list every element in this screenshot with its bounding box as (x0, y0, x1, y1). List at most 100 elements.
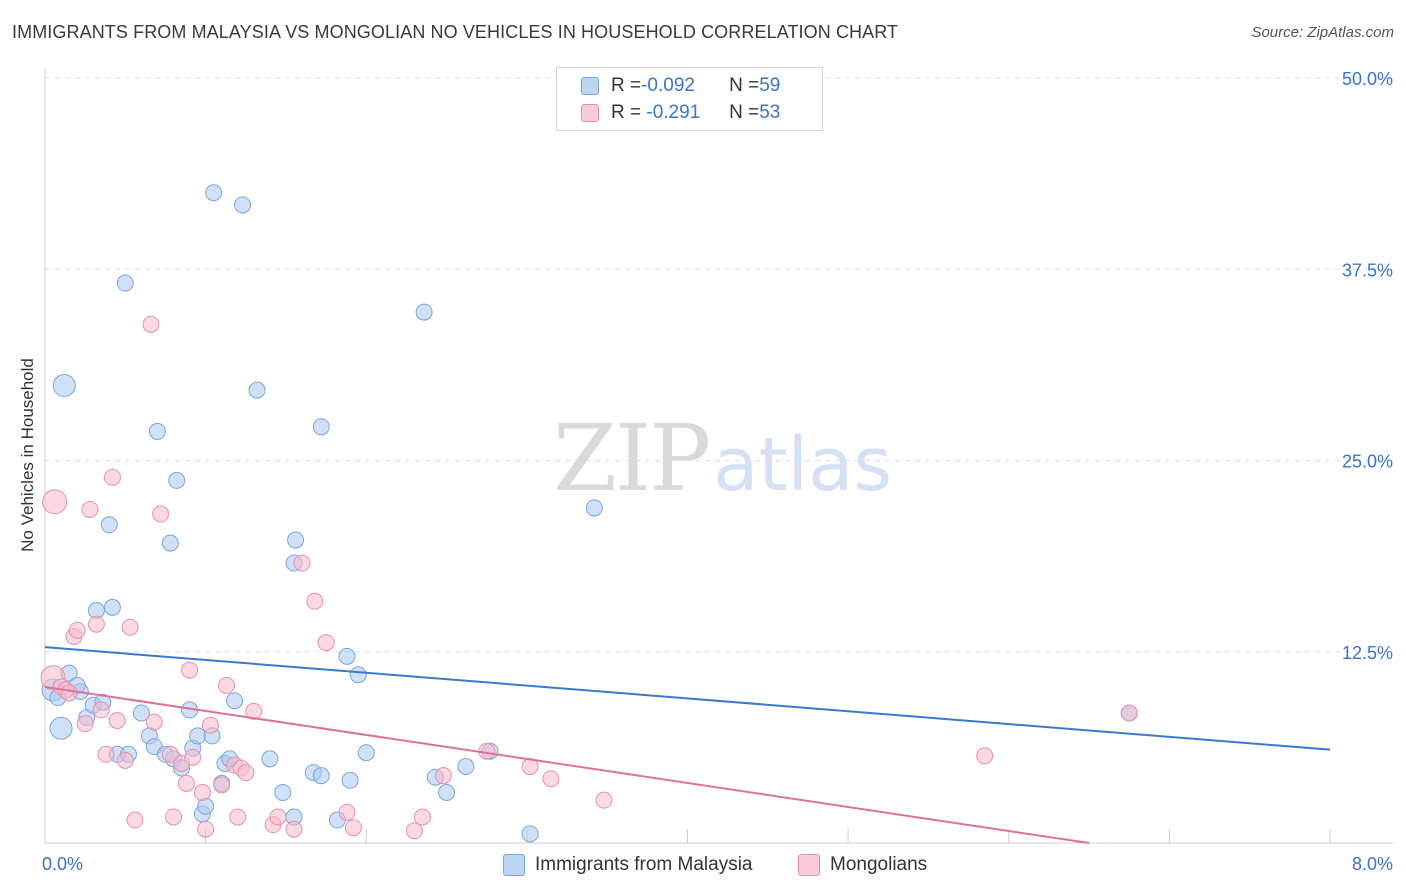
data-point-mongolians (126, 811, 144, 829)
data-point-mongolians (317, 634, 335, 652)
legend-n-value: 53 (759, 102, 781, 123)
data-point-mongolians (121, 618, 139, 636)
data-point-malaysia (197, 797, 215, 815)
data-point-malaysia (148, 422, 166, 440)
correlation-legend: R = -0.092 N = 59 R = -0.291 N = 53 (556, 67, 823, 131)
data-point-mongolians (201, 716, 219, 734)
data-point-mongolians (218, 676, 236, 694)
legend-row-mongolians: R = -0.291 N = 53 (581, 101, 780, 125)
data-point-malaysia (161, 534, 179, 552)
data-point-mongolians (97, 745, 115, 763)
data-point-mongolians (193, 784, 211, 802)
data-point-mongolians (145, 713, 163, 731)
data-point-mongolians (413, 808, 431, 826)
data-point-malaysia (521, 825, 539, 843)
data-point-malaysia (234, 196, 252, 214)
data-point-malaysia (49, 716, 73, 740)
legend-n-label: N = (729, 75, 760, 96)
y-tick-label: 12.5% (1342, 643, 1393, 663)
data-point-malaysia (274, 784, 292, 802)
data-point-mongolians (285, 820, 303, 838)
data-point-mongolians (142, 315, 160, 333)
data-point-mongolians (542, 770, 560, 788)
data-point-mongolians (184, 748, 202, 766)
data-point-mongolians (108, 712, 126, 730)
data-point-malaysia (341, 771, 359, 789)
data-point-mongolians (161, 745, 179, 763)
data-point-malaysia (116, 274, 134, 292)
legend-swatch-blue (581, 77, 599, 95)
legend-n-value: 59 (759, 75, 781, 96)
data-point-malaysia (349, 666, 367, 684)
x-tick-label: 0.0% (42, 854, 83, 874)
data-point-mongolians (197, 820, 215, 838)
data-point-malaysia (168, 471, 186, 489)
data-point-mongolians (76, 715, 94, 733)
data-point-mongolians (293, 554, 311, 572)
tick-labels: 12.5% 25.0% 37.5% 50.0% 0.0% 8.0% (42, 69, 1393, 874)
bottom-legend-label-malaysia: Immigrants from Malaysia (535, 854, 753, 875)
data-point-mongolians (306, 592, 324, 610)
source-label: Source: ZipAtlas.com (1251, 24, 1394, 41)
axes (44, 68, 1393, 844)
data-point-mongolians (245, 702, 263, 720)
data-point-malaysia (357, 744, 375, 762)
y-tick-label: 50.0% (1342, 69, 1393, 89)
data-point-mongolians (116, 751, 134, 769)
data-point-mongolians (60, 684, 78, 702)
data-point-malaysia (287, 531, 305, 549)
data-point-malaysia (585, 499, 603, 517)
data-point-malaysia (248, 381, 266, 399)
bottom-legend-label-mongolians: Mongolians (830, 854, 928, 875)
legend-r-value: -0.291 (641, 102, 701, 123)
series-mongolians (40, 315, 1138, 840)
legend-r-label: R = (611, 75, 642, 96)
data-point-mongolians (1120, 704, 1138, 722)
data-point-malaysia (226, 692, 244, 710)
data-point-malaysia (132, 704, 150, 722)
trend-line-malaysia (44, 646, 1331, 751)
data-point-mongolians (177, 774, 195, 792)
y-tick-label: 37.5% (1342, 260, 1393, 280)
data-point-mongolians (976, 747, 994, 765)
data-point-malaysia (438, 784, 456, 802)
data-point-mongolians (68, 621, 86, 639)
legend-row-malaysia: R = -0.092 N = 59 (581, 74, 780, 98)
data-point-mongolians (165, 808, 182, 826)
legend-r-label: R = (611, 102, 642, 123)
data-point-mongolians (87, 615, 105, 633)
trend-line-mongolians (44, 685, 1090, 844)
data-point-malaysia (189, 727, 207, 745)
data-point-malaysia (52, 374, 76, 398)
data-point-malaysia (415, 303, 433, 321)
data-point-malaysia (312, 418, 330, 436)
bottom-legend-mongolians: Mongolians (798, 852, 927, 878)
data-point-mongolians (213, 776, 231, 794)
data-point-mongolians (595, 791, 613, 809)
data-point-mongolians (434, 767, 452, 785)
data-point-mongolians (92, 701, 110, 719)
data-point-mongolians (181, 661, 199, 679)
data-point-malaysia (457, 758, 475, 775)
data-point-mongolians (152, 505, 170, 523)
trend-lines (44, 646, 1331, 844)
bottom-legend-malaysia: Immigrants from Malaysia (503, 852, 753, 878)
data-point-mongolians (229, 808, 247, 826)
data-point-mongolians (338, 803, 356, 821)
data-point-mongolians (344, 819, 362, 837)
data-point-malaysia (205, 184, 223, 202)
bottom-legend-swatch-pink (798, 854, 820, 876)
data-point-malaysia (103, 598, 121, 616)
data-point-mongolians (81, 500, 99, 518)
legend-r-value: -0.092 (641, 75, 695, 96)
data-point-mongolians (405, 822, 423, 840)
data-point-mongolians (269, 808, 287, 826)
bottom-legend-swatch-blue (503, 854, 525, 876)
chart-title: IMMIGRANTS FROM MALAYSIA VS MONGOLIAN NO… (12, 22, 899, 42)
data-point-mongolians (103, 468, 121, 486)
series-immigrants-from-malaysia (41, 184, 1138, 843)
legend-swatch-pink (581, 104, 599, 122)
data-point-mongolians (237, 764, 255, 782)
y-tick-label: 25.0% (1342, 452, 1393, 472)
